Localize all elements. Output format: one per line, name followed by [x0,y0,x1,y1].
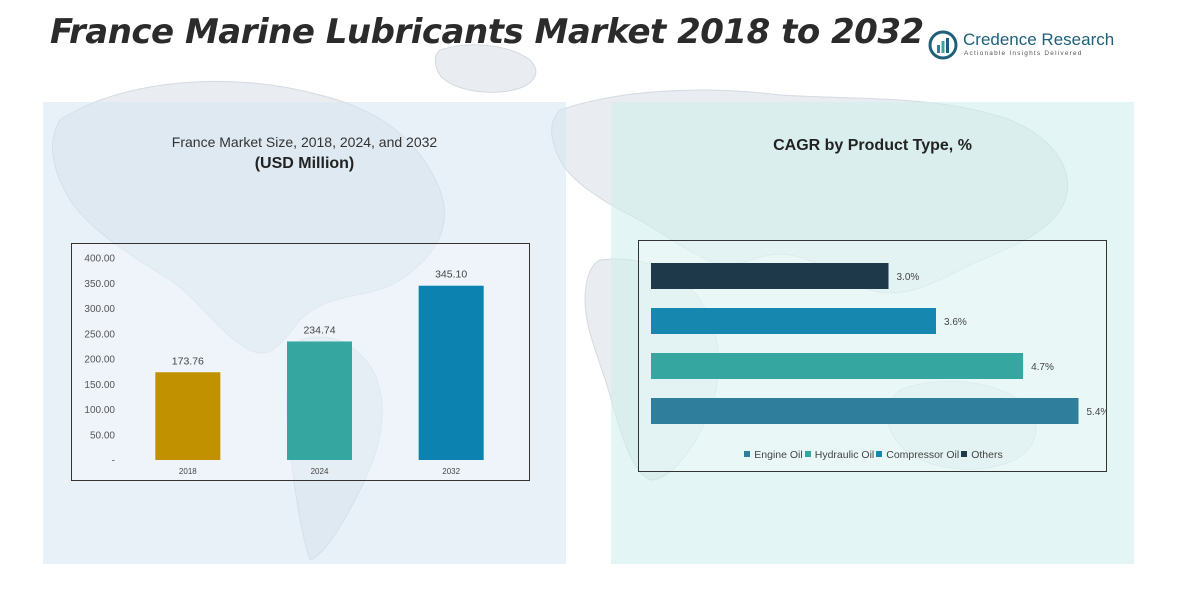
cagr-legend: Engine Oil Hydraulic Oil Compressor Oil Oth… [639,449,1108,461]
logo-name: Credence Research [963,30,1115,49]
bar-value-label: 4.7% [1031,362,1054,373]
market-size-subtitle: (USD Million) [254,155,355,172]
logo-icon [928,30,958,60]
bar [155,372,221,460]
market-size-bar-chart: - 50.00 100.00 150.00 200.00 250.00 300.00 350.… [84,254,484,476]
legend-item: Hydraulic Oil [804,449,875,461]
y-tick-label: 250.00 [84,329,115,340]
bar-value-label: 173.76 [172,355,204,367]
legend-item: Engine Oil [744,449,803,461]
cagr-title: CAGR by Product Type, % [773,137,972,154]
x-tick-label: 2018 [179,467,197,476]
bar-value-label: 5.4% [1087,407,1107,418]
y-tick-label: 350.00 [84,279,115,290]
market-size-title: France Market Size, 2018, 2024, and 2032 [171,134,438,150]
y-tick-label: 50.00 [90,430,115,441]
y-tick-label: 150.00 [84,380,115,391]
legend-item: Compressor Oil [876,449,959,461]
y-tick-label: - [112,456,115,467]
x-tick-label: 2032 [442,467,460,476]
legend-label: Hydraulic Oil [814,449,875,461]
legend-label: Compressor Oil [886,449,960,461]
market-size-panel: France Market Size, 2018, 2024, and 2032… [43,102,566,564]
legend-swatch [876,451,883,458]
y-tick-label: 300.00 [84,304,115,315]
legend-item: Others [961,449,1003,461]
bar [651,308,936,334]
bar [651,353,1024,379]
logo-tagline: Actionable Insights Delivered [964,50,1083,57]
legend-swatch [804,451,811,458]
legend-label: Others [971,449,1003,461]
brand-logo: Credence Research Actionable Insights De… [928,28,1118,62]
market-size-chart-frame: - 50.00 100.00 150.00 200.00 250.00 300.00 350.… [71,243,530,481]
x-tick-label: 2024 [311,467,329,476]
y-tick-label: 200.00 [84,355,115,366]
bar-value-label: 3.0% [897,272,920,283]
bar-value-label: 345.10 [435,269,467,281]
bar [651,263,889,289]
cagr-horizontal-bar-chart: 3.0% 3.6% 4.7% 5.4% [651,263,1109,424]
legend-swatch [961,451,968,458]
bar-value-label: 3.6% [944,317,967,328]
cagr-panel: CAGR by Product Type, % 3.0% 3.6% 4.7% 5.4%… [611,102,1134,564]
legend-swatch [744,451,751,458]
y-tick-label: 100.00 [84,405,115,416]
bar [651,398,1079,424]
legend-label: Engine Oil [754,449,803,461]
bar-value-label: 234.74 [303,324,335,336]
page-title: France Marine Lubricants Market 2018 to … [50,12,924,52]
cagr-chart-frame: 3.0% 3.6% 4.7% 5.4% Engine Oil Hydraulic Oil… [638,240,1109,472]
y-tick-label: 400.00 [84,254,115,265]
bar [418,285,484,460]
bar [287,341,352,460]
